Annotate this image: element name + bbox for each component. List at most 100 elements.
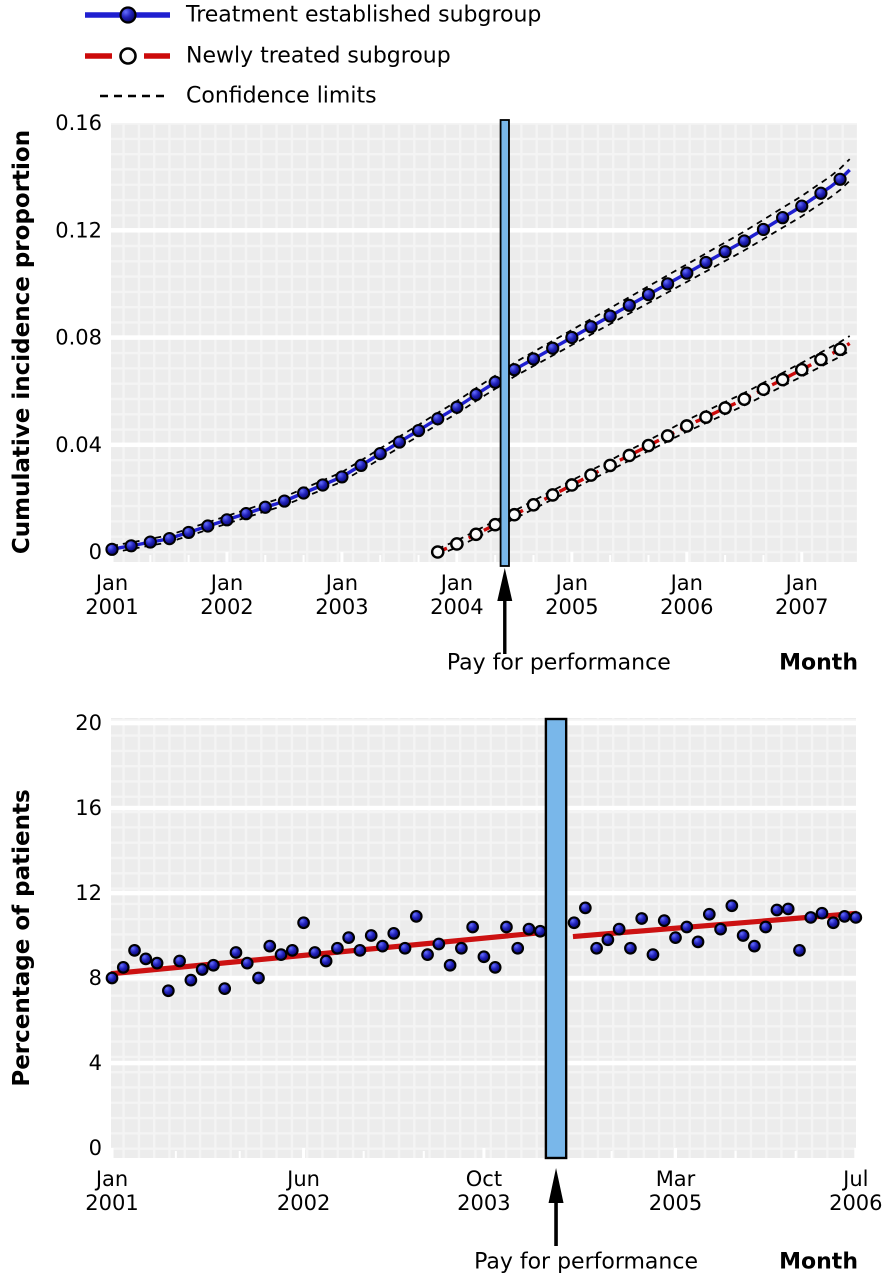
newly-treated-marker [526,498,541,512]
x-minor-tick [362,1151,365,1158]
x-major-tick [225,552,229,562]
data-point [680,920,694,934]
legend-open-dot [119,47,137,65]
x-tick-label-year: 2001 [85,1191,138,1215]
treatment-established-marker [507,363,521,377]
data-point [533,924,547,938]
newly-treated-marker [699,410,713,424]
data-point [319,954,333,968]
treatment-established-marker [622,298,636,312]
data-point [128,944,141,957]
treatment-established-marker [239,507,253,521]
x-minor-tick [417,555,420,562]
data-point [793,944,806,957]
newly-treated-marker [718,401,732,415]
treatment-established-marker [201,519,215,533]
treatment-established-marker [162,531,177,546]
data-point [173,954,186,968]
newly-treated-marker [545,488,560,502]
x-minor-tick [494,555,497,562]
data-point [781,902,795,916]
y-tick-label: 8 [89,966,102,990]
x-tick-label-month: Jul [841,1167,868,1191]
major-gridline [111,442,857,448]
data-point [229,946,243,959]
data-point [252,971,265,985]
x-tick-label-month: Jun [285,1167,320,1191]
data-point [162,984,175,998]
data-point [331,941,344,955]
data-point [736,929,750,942]
treatment-established-marker [124,539,138,553]
treatment-established-marker [488,375,502,389]
data-point [274,948,288,961]
y-axis-title-top: Cumulative incidence proportion [9,130,35,554]
data-point [826,916,840,930]
pay-for-performance-event-top: Pay for performance [447,119,671,676]
data-point [815,906,829,920]
treatment-established-marker [718,245,732,259]
legend-filled-dot [119,6,137,24]
treatment-established-marker [661,277,675,291]
treatment-established-marker [392,435,406,449]
x-tick-label-month: Jan [94,1167,128,1191]
data-point [646,948,660,961]
newly-treated-marker [641,438,656,453]
newly-treated-marker [603,458,617,473]
scatter-points-post [567,899,863,961]
treatment-established-marker [565,330,579,345]
data-point [421,948,434,961]
x-tick-label-year: 2005 [545,595,598,619]
treatment-established-marker [277,494,292,508]
y-tick-label: 0 [89,1136,102,1160]
major-gridline [111,720,856,726]
x-minor-tick [302,555,305,562]
x-tick-label-year: 2002 [200,595,253,619]
data-point [770,903,784,917]
data-point [624,941,637,955]
x-minor-tick [238,1151,241,1158]
data-point [714,922,727,936]
newly-treated-marker [814,352,828,367]
legend-item-label: Confidence limits [186,84,377,109]
x-tick-label-year: 2007 [775,595,828,619]
top-chart-cumulative-incidence: Pay for performance00.040.080.120.16Jan2… [9,111,858,676]
treatment-established-marker [756,222,771,237]
x-minor-tick [379,555,382,562]
treatment-established-marker [411,423,426,438]
data-point [308,946,322,959]
data-point [511,941,525,955]
treatment-established-marker [795,199,809,213]
treatment-established-marker [335,470,349,484]
y-axis-title-bottom: Percentage of patients [9,789,35,1086]
newly-treated-marker [622,448,637,463]
pfp-label-bottom: Pay for performance [474,1250,698,1275]
x-minor-tick [532,555,535,562]
x-major-tick [110,552,114,562]
data-point [522,922,536,936]
y-tick-label: 0.12 [55,218,102,242]
treatment-established-marker [833,172,847,186]
legend-item-newly-treated: Newly treated subgroup [85,44,451,69]
x-tick-label-month: Jan [784,571,818,595]
data-point [207,958,220,972]
newly-treated-marker [469,527,483,542]
data-point [364,929,378,942]
major-gridline [111,335,857,340]
x-major-tick [685,552,689,562]
x-minor-tick [422,1151,425,1158]
newly-treated-marker [430,545,445,559]
x-minor-tick [762,555,765,562]
x-major-tick [455,552,459,562]
treatment-established-marker [220,513,234,527]
x-major-tick [674,1148,677,1158]
pfp-arrow-shaft-bottom [554,1201,558,1246]
x-axis-title-top: Month [779,651,858,676]
bottom-chart-percentage-of-patients: Pay for performance048121620Jan2001Jun20… [9,711,883,1275]
x-minor-tick [609,555,612,562]
treatment-established-marker [680,266,694,280]
x-minor-tick [724,555,727,562]
treatment-established-marker [469,388,483,402]
